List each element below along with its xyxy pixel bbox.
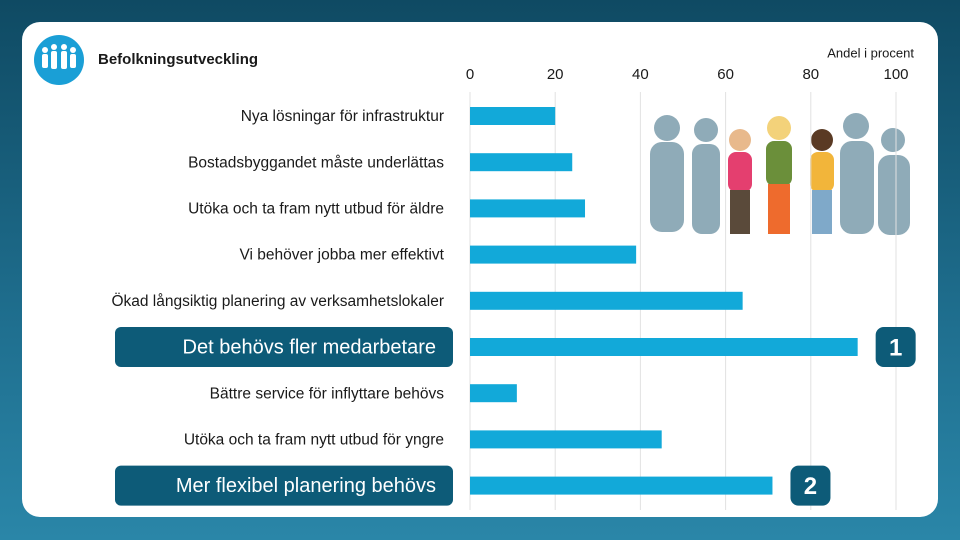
x-tick-label: 0 — [466, 66, 474, 83]
x-tick-label: 40 — [632, 66, 649, 83]
y-tick-label: Utöka och ta fram nytt utbud för yngre — [184, 431, 444, 448]
people-illustration — [650, 113, 910, 235]
icon — [34, 35, 84, 85]
bar — [470, 476, 773, 495]
chart-title: Befolkningsutveckling — [98, 51, 258, 68]
y-tick-label: Ökad långsiktig planering av verksamhets… — [111, 292, 444, 310]
badge — [875, 327, 916, 367]
bar — [470, 199, 586, 218]
y-tick-label: Nya lösningar för infrastruktur — [241, 108, 444, 125]
badge — [790, 465, 831, 506]
highlight-box — [115, 327, 453, 367]
bar — [470, 291, 743, 310]
x-tick-label: 100 — [883, 66, 908, 83]
y-tick-label: Vi behöver jobba mer effektivt — [240, 247, 445, 264]
annotation: 1 — [889, 334, 902, 361]
y-tick-label: Utöka och ta fram nytt utbud för äldre — [188, 200, 444, 217]
y-tick-label: Bostadsbyggandet måste underlättas — [188, 154, 444, 171]
bar — [470, 153, 573, 172]
x-tick-label: 20 — [547, 66, 564, 83]
x-tick-label: 80 — [802, 66, 819, 83]
bar — [470, 338, 858, 356]
x-tick-label: 60 — [717, 66, 734, 83]
axis-label: Andel i procent — [827, 45, 914, 60]
bar — [470, 107, 556, 125]
annotation: 2 — [804, 473, 817, 500]
bar — [470, 245, 637, 264]
bar — [470, 430, 662, 449]
y-tick-label: Det behövs fler medarbetare — [183, 336, 436, 358]
y-tick-label: Mer flexibel planering behövs — [176, 475, 436, 497]
bar — [470, 384, 517, 403]
y-tick-label: Bättre service för inflyttare behövs — [210, 385, 445, 402]
highlight-box — [115, 465, 453, 506]
